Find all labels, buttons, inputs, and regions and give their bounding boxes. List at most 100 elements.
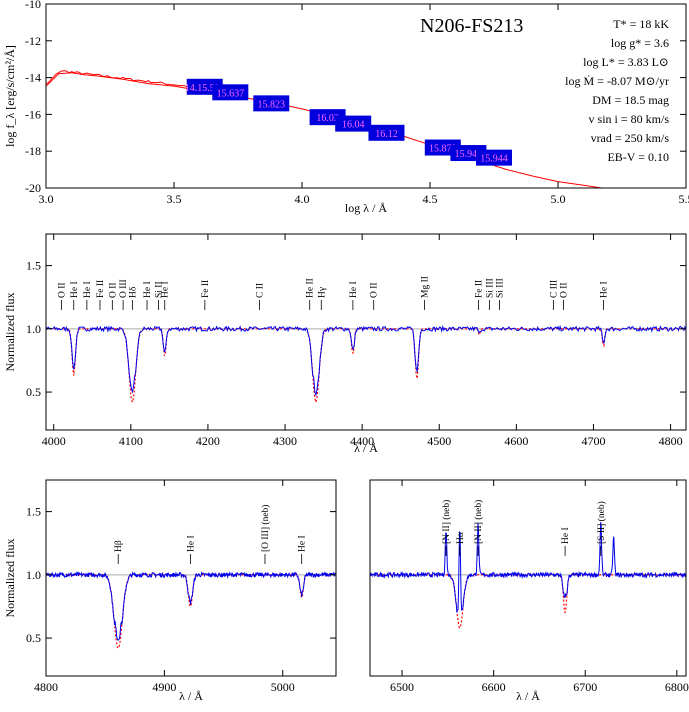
line-id-label: He II xyxy=(306,278,316,298)
line-id-label: C III xyxy=(549,280,559,298)
line-id-label: He I xyxy=(599,281,609,298)
y-tick-label: -10 xyxy=(25,0,41,11)
model-spectrum xyxy=(46,328,686,405)
y-tick-label: -12 xyxy=(25,34,41,48)
photometry-magnitude: 14.15.524 xyxy=(185,83,225,94)
x-tick-label: 3.0 xyxy=(39,192,54,206)
y-tick-label: 1.5 xyxy=(26,505,41,519)
line-id-label: He I xyxy=(349,281,359,298)
x-tick-label: 4400 xyxy=(350,434,374,448)
y-tick-label: 1.0 xyxy=(26,322,41,336)
x-tick-label: 4300 xyxy=(273,434,297,448)
x-axis-label: λ / Å xyxy=(354,441,378,455)
x-axis-label: λ / Å xyxy=(179,689,203,703)
photometry-box xyxy=(476,149,512,166)
photometry-magnitude: 15.823 xyxy=(258,99,286,110)
line-id-label: He I xyxy=(186,535,196,552)
sed-model-line xyxy=(45,72,602,189)
y-axis-label: Normalized flux xyxy=(3,539,17,618)
y-tick-label: -18 xyxy=(25,144,41,158)
line-id-label: [N II] (neb) xyxy=(473,500,484,544)
line-id-label: Fe II xyxy=(96,280,106,298)
line-id-label: He I xyxy=(298,535,308,552)
observed-spectrum xyxy=(45,570,336,641)
y-tick-label: 1.0 xyxy=(26,568,41,582)
photometry-magnitude: 15.944 xyxy=(480,154,508,165)
line-id-label: He I xyxy=(161,281,171,298)
line-id-label: Hβ xyxy=(114,540,124,552)
line-id-label: O II xyxy=(370,282,380,298)
photometry-magnitude: 16.12 xyxy=(375,129,398,140)
photometry-magnitude: 16.04 xyxy=(342,120,365,131)
stellar-parameter: T* = 18 kK xyxy=(613,17,669,31)
line-id-label: C II xyxy=(256,283,266,298)
line-id-label: Hα xyxy=(456,532,466,544)
photometry-box xyxy=(253,95,290,112)
y-axis-label: Normalized flux xyxy=(3,293,17,372)
x-tick-label: 4900 xyxy=(152,680,176,694)
stellar-parameter: log g* = 3.6 xyxy=(611,36,669,50)
line-id-label: O II xyxy=(108,282,118,298)
observed-spectrum xyxy=(45,324,687,397)
line-id-label: [O III] (neb) xyxy=(260,505,271,552)
line-id-label: [S II] (neb) xyxy=(596,501,607,544)
line-id-label: O II xyxy=(57,282,67,298)
plot-frame xyxy=(45,479,337,677)
blue-spectrum-panel: 4000 4100 4200 4300 4400 4500 4600 4700 4800 0.5 1… xyxy=(3,233,687,455)
y-tick-label: 0.5 xyxy=(26,631,41,645)
x-tick-label: 4.0 xyxy=(295,192,310,206)
x-tick-label: 6600 xyxy=(482,680,506,694)
x-tick-label: 3.5 xyxy=(167,192,182,206)
line-id-label: Si III xyxy=(495,278,505,298)
line-id-label: Si II xyxy=(155,281,165,298)
line-id-label: Mg II xyxy=(421,276,431,298)
line-id-label: O III xyxy=(119,279,129,298)
y-tick-label: -16 xyxy=(25,107,41,121)
line-id-label: Hδ xyxy=(128,286,138,298)
x-tick-label: 5.5 xyxy=(679,192,689,206)
y-tick-label: -20 xyxy=(25,181,41,195)
x-tick-label: 4600 xyxy=(504,434,528,448)
stellar-parameter: log L* = 3.83 L⊙ xyxy=(583,55,669,69)
photometry-magnitude: 15.637 xyxy=(217,88,245,99)
line-id-label: Fe II xyxy=(475,280,485,298)
stellar-parameter: vrad = 250 km/s xyxy=(591,131,670,145)
photometry-magnitude: 16.02 xyxy=(316,113,339,124)
x-tick-label: 4800 xyxy=(659,434,683,448)
model-spectrum xyxy=(46,574,336,649)
halpha-spectrum-panel: 6500 6600 6700 6800 [N II] (neb) Hα He I [N II]… xyxy=(369,479,689,703)
x-axis-label: log λ / Å xyxy=(345,201,387,215)
y-tick-label: 0.5 xyxy=(26,385,41,399)
x-tick-label: 4200 xyxy=(196,434,220,448)
x-tick-label: 6700 xyxy=(573,680,597,694)
model-spectrum xyxy=(370,574,686,629)
plot-frame xyxy=(45,233,687,431)
hbeta-spectrum-panel: 4800 4900 5000 0.5 1.0 1.5 Hβ He I [O III] (neb)… xyxy=(3,479,337,703)
line-id-label: Hγ xyxy=(317,287,327,298)
line-id-label: Si III xyxy=(485,278,495,298)
plot-frame xyxy=(45,3,687,189)
line-id-label: Fe II xyxy=(201,280,211,298)
photometry-magnitude: 15.944 xyxy=(455,149,483,160)
y-axis-label: log f_λ [erg/s/cm²/Å] xyxy=(3,45,17,147)
x-tick-label: 6800 xyxy=(665,680,689,694)
x-tick-label: 5000 xyxy=(271,680,295,694)
x-tick-label: 6500 xyxy=(390,680,414,694)
photometry-box xyxy=(368,124,405,141)
stellar-parameter: EB-V = 0.10 xyxy=(607,150,669,164)
x-tick-label: 4500 xyxy=(427,434,451,448)
line-id-label: He I xyxy=(83,281,93,298)
stellar-parameter: DM = 18.5 mag xyxy=(592,93,669,107)
photometry-box xyxy=(335,115,372,132)
x-tick-label: 4800 xyxy=(34,680,58,694)
line-id-label: He I xyxy=(70,281,80,298)
x-tick-label: 4700 xyxy=(581,434,605,448)
stellar-parameter: v sin i = 80 km/s xyxy=(589,112,670,126)
observed-spectrum xyxy=(369,521,687,613)
x-axis-label: λ / Å xyxy=(516,689,540,703)
stellar-parameter: log Ṁ = -8.07 M⊙/yr xyxy=(565,74,669,88)
photometry-magnitude: 15.879 xyxy=(429,144,457,155)
x-tick-label: 5.0 xyxy=(551,192,566,206)
